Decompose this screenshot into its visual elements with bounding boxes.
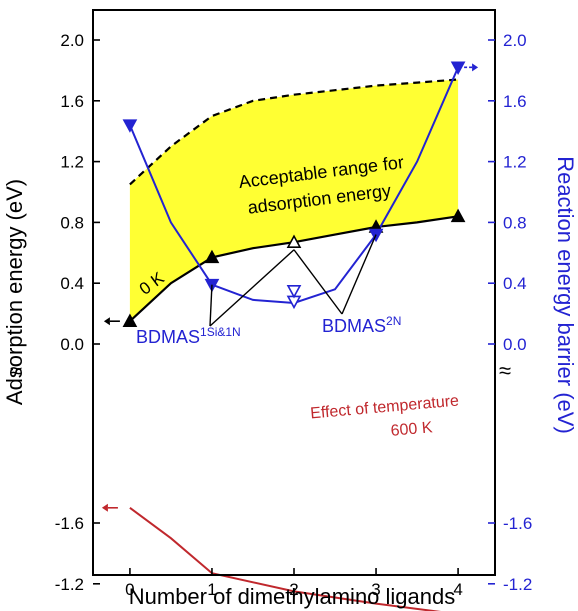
y-left-tick-label-7: -1.2 xyxy=(55,575,84,594)
arrow-barrier-right-head xyxy=(472,63,479,72)
y-left-tick-label-8: -1.6 xyxy=(55,514,84,533)
marker-barrier-0 xyxy=(122,119,138,133)
axis-ticks: 012342.01.61.20.80.40.0-0.8-1.2-1.62.01.… xyxy=(55,31,533,599)
y-left-tick-label-2: 1.2 xyxy=(60,153,84,172)
y-axis-break-left: ≈ xyxy=(10,358,22,383)
arrow-600k-left-head xyxy=(101,503,108,512)
bdmas-1si1n-label: BDMAS1Si&1N xyxy=(136,325,241,347)
y-right-tick-label-4: 0.4 xyxy=(503,274,527,293)
temp-600k-label: 600 K xyxy=(390,419,433,440)
y-right-tick-label-7: -1.2 xyxy=(503,575,532,594)
x-tick-label-2: 2 xyxy=(289,580,298,599)
marker-barrier-4 xyxy=(450,61,466,76)
marker-0k-1 xyxy=(204,249,220,264)
temp-effect-label: Effect of temperature xyxy=(310,393,460,423)
y-right-tick-label-0: 2.0 xyxy=(503,31,527,50)
y-right-tick-label-8: -1.6 xyxy=(503,514,532,533)
y-left-tick-label-5: 0.0 xyxy=(60,335,84,354)
marker-barrier-open-2 xyxy=(286,285,302,299)
bdmas-leader-line-0 xyxy=(209,284,213,327)
series-line-600k xyxy=(129,506,442,611)
marker-0k-2 xyxy=(286,234,302,248)
bdmas-leader-line-1 xyxy=(209,249,295,327)
y-right-tick-label-5: 0.0 xyxy=(503,335,527,354)
y-left-tick-label-1: 1.6 xyxy=(60,92,84,111)
marker-0k-4 xyxy=(450,208,466,223)
x-tick-label-0: 0 xyxy=(125,580,134,599)
y-left-tick-label-4: 0.4 xyxy=(60,274,84,293)
y-right-tick-label-2: 1.2 xyxy=(503,153,527,172)
x-tick-label-4: 4 xyxy=(453,580,462,599)
y-right-tick-label-3: 0.8 xyxy=(503,213,527,232)
marker-layer xyxy=(122,61,466,327)
arrow-0k-left-head xyxy=(103,317,110,326)
x-axis-label: Number of dimethylamino ligands xyxy=(129,584,456,609)
x-tick-label-3: 3 xyxy=(371,580,380,599)
acceptable-range-upper-bound xyxy=(129,78,459,186)
x-tick-label-1: 1 xyxy=(207,580,216,599)
marker-0k-0 xyxy=(122,313,138,327)
y-axis-break-right: ≈ xyxy=(499,358,511,383)
y-left-tick-label-0: 2.0 xyxy=(60,31,84,50)
bdmas-leader-line-3 xyxy=(341,234,377,315)
y-left-tick-label-3: 0.8 xyxy=(60,213,84,232)
bdmas-2n-label: BDMAS2N xyxy=(322,314,401,336)
fill-layer xyxy=(129,78,459,322)
y-axis-label-left: Adsorption energy (eV) xyxy=(2,179,27,405)
y-axis-label-right: Reaction energy barrier (eV) xyxy=(553,156,578,434)
bdmas-leader-line-2 xyxy=(293,249,343,315)
acceptable-range-fill xyxy=(129,79,459,322)
y-right-tick-label-1: 1.6 xyxy=(503,92,527,111)
